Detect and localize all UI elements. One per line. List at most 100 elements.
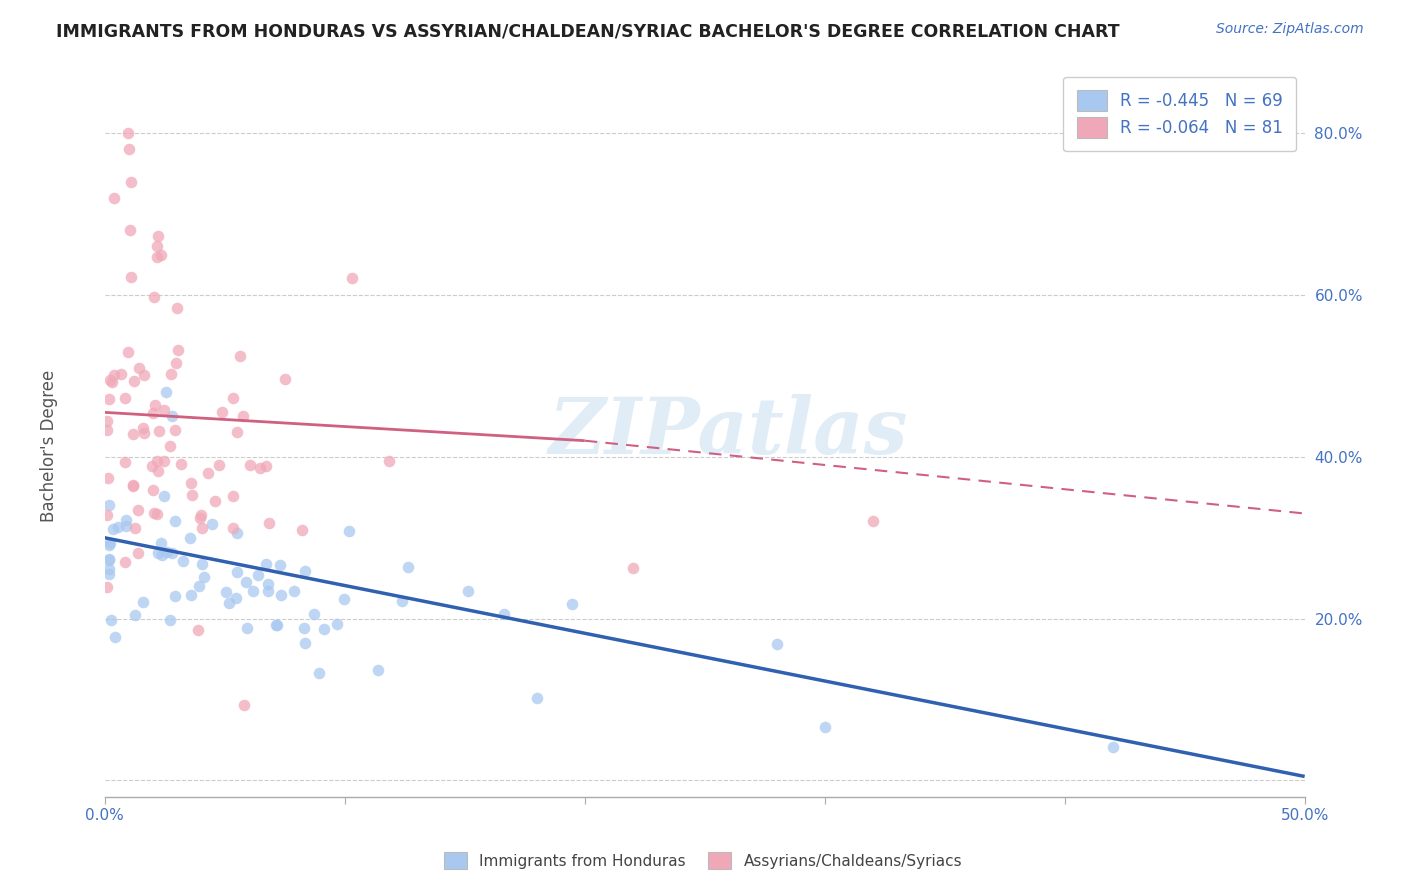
Point bbox=[143, 398, 166, 412]
Point bbox=[180, 488, 202, 502]
Point bbox=[274, 372, 297, 386]
Point bbox=[232, 409, 254, 423]
Point bbox=[172, 554, 194, 568]
Point bbox=[101, 375, 124, 389]
Point bbox=[294, 636, 316, 650]
Point bbox=[98, 566, 121, 581]
Point bbox=[122, 374, 145, 388]
Point bbox=[98, 373, 121, 387]
Point bbox=[333, 591, 356, 606]
Point bbox=[121, 427, 143, 442]
Point bbox=[101, 522, 124, 536]
Point bbox=[211, 405, 233, 419]
Point bbox=[98, 537, 121, 551]
Point bbox=[165, 356, 187, 370]
Point bbox=[98, 552, 121, 566]
Point bbox=[166, 343, 188, 358]
Point bbox=[266, 618, 288, 632]
Point bbox=[218, 597, 240, 611]
Point bbox=[191, 558, 214, 572]
Point bbox=[325, 617, 347, 632]
Point bbox=[149, 247, 172, 261]
Point bbox=[148, 424, 170, 438]
Point bbox=[225, 591, 247, 605]
Point bbox=[242, 583, 264, 598]
Point bbox=[163, 423, 186, 437]
Point bbox=[254, 459, 277, 474]
Point bbox=[96, 423, 118, 437]
Point bbox=[193, 570, 215, 584]
Point bbox=[127, 503, 149, 517]
Point bbox=[246, 567, 269, 582]
Point bbox=[526, 691, 548, 706]
Point bbox=[215, 585, 238, 599]
Point bbox=[291, 523, 314, 537]
Point bbox=[96, 415, 118, 429]
Point bbox=[222, 391, 245, 405]
Point bbox=[204, 494, 226, 508]
Point bbox=[179, 531, 201, 545]
Point bbox=[190, 508, 212, 522]
Point bbox=[118, 223, 141, 237]
Point bbox=[765, 637, 787, 651]
Point bbox=[221, 490, 243, 504]
Point bbox=[159, 613, 181, 627]
Point bbox=[208, 458, 231, 472]
Point bbox=[142, 406, 165, 420]
Point bbox=[153, 489, 176, 503]
Point bbox=[141, 458, 163, 473]
Point bbox=[621, 561, 644, 575]
Point bbox=[146, 239, 169, 253]
Point bbox=[340, 271, 363, 285]
Point bbox=[146, 507, 169, 521]
Point bbox=[159, 367, 181, 381]
Point bbox=[142, 483, 165, 498]
Point bbox=[270, 588, 292, 602]
Point bbox=[1101, 739, 1123, 754]
Point bbox=[103, 191, 125, 205]
Point bbox=[308, 666, 330, 681]
Point bbox=[197, 466, 219, 480]
Point bbox=[98, 536, 121, 550]
Point bbox=[391, 594, 413, 608]
Point bbox=[122, 479, 145, 493]
Point bbox=[146, 546, 169, 560]
Point bbox=[367, 663, 389, 677]
Point bbox=[128, 360, 150, 375]
Point bbox=[103, 368, 125, 382]
Point bbox=[239, 458, 262, 473]
Point bbox=[294, 564, 316, 578]
Point bbox=[187, 623, 209, 637]
Legend: R = -0.445   N = 69, R = -0.064   N = 81: R = -0.445 N = 69, R = -0.064 N = 81 bbox=[1063, 77, 1296, 151]
Point bbox=[226, 565, 249, 579]
Point bbox=[233, 698, 256, 713]
Point bbox=[121, 478, 143, 492]
Point bbox=[107, 520, 129, 534]
Point bbox=[226, 425, 249, 439]
Point bbox=[153, 403, 176, 417]
Point bbox=[97, 470, 120, 484]
Point bbox=[170, 457, 193, 471]
Point bbox=[100, 613, 122, 627]
Point bbox=[163, 514, 186, 528]
Text: Bachelor's Degree: Bachelor's Degree bbox=[41, 370, 58, 522]
Point bbox=[378, 453, 401, 467]
Point bbox=[314, 623, 336, 637]
Point bbox=[134, 368, 156, 383]
Point bbox=[96, 580, 118, 594]
Point bbox=[249, 461, 271, 475]
Point bbox=[146, 251, 169, 265]
Point bbox=[104, 630, 127, 644]
Point bbox=[190, 521, 212, 535]
Point bbox=[492, 607, 515, 622]
Text: IMMIGRANTS FROM HONDURAS VS ASSYRIAN/CHALDEAN/SYRIAC BACHELOR'S DEGREE CORRELATI: IMMIGRANTS FROM HONDURAS VS ASSYRIAN/CHA… bbox=[56, 22, 1119, 40]
Point bbox=[259, 516, 281, 530]
Point bbox=[98, 562, 121, 576]
Point bbox=[302, 607, 325, 622]
Point bbox=[222, 521, 245, 535]
Point bbox=[235, 574, 257, 589]
Point bbox=[98, 551, 121, 566]
Point bbox=[396, 559, 419, 574]
Point bbox=[118, 143, 141, 157]
Point bbox=[145, 453, 167, 467]
